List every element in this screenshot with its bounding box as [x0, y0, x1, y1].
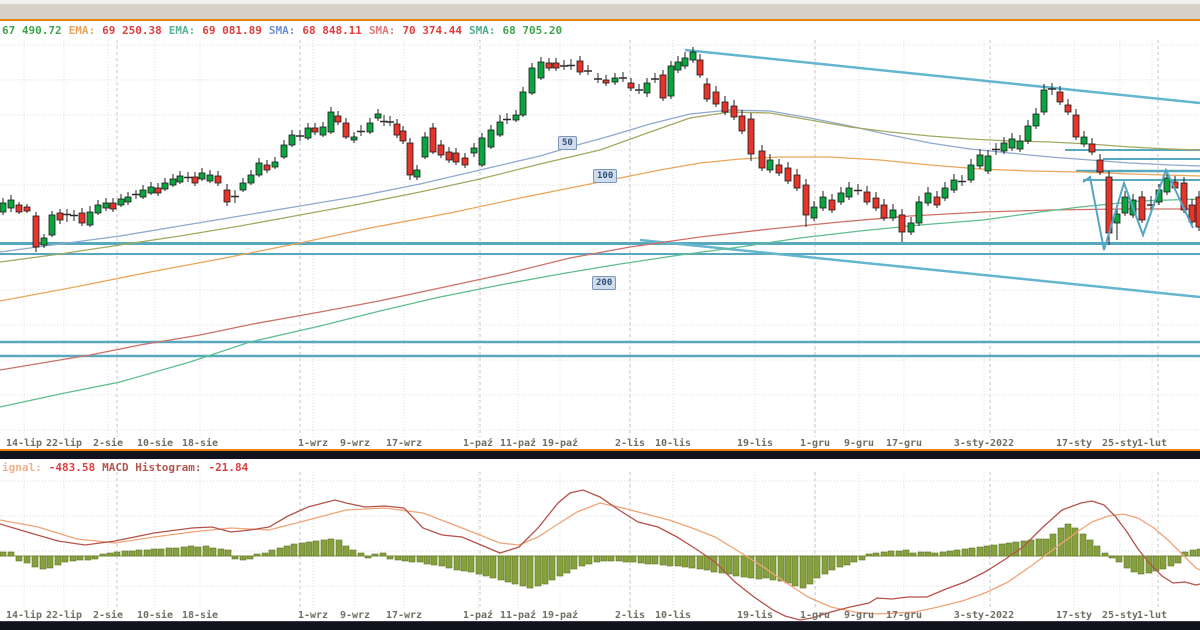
- x-axis-tick-label: 18-sie: [181, 438, 219, 449]
- value-segment: 68 705.20: [502, 24, 563, 37]
- x-axis-tick-label: 2-lis: [614, 438, 646, 449]
- x-axis-tick-label: 14-lip: [5, 610, 43, 621]
- x-axis-tick-label: 1-paź: [462, 610, 494, 621]
- x-axis-tick-label: 19-lis: [736, 438, 774, 449]
- x-axis-tick-label: 10-lis: [654, 438, 692, 449]
- x-axis-tick-label: 10-sie: [136, 610, 174, 621]
- x-axis-tick-label: 9-gru: [843, 438, 875, 449]
- x-axis-tick-label: 9-wrz: [339, 610, 371, 621]
- x-axis-tick-label: 11-paź: [499, 610, 537, 621]
- value-segment: SMA:: [469, 24, 496, 37]
- x-axis-tick-label: 17-gru: [885, 438, 923, 449]
- value-segment: 69 250.38: [102, 24, 162, 37]
- value-segment: ignal:: [2, 461, 42, 474]
- value-segment: -21.84: [208, 461, 249, 474]
- x-axis-tick-label: 17-wrz: [385, 610, 423, 621]
- x-axis-tick-label: 17-sty: [1055, 610, 1093, 621]
- x-axis-tick-label: 3-sty-2022: [953, 610, 1015, 621]
- x-axis-tick-label: 1-wrz: [297, 438, 329, 449]
- value-segment: EMA:: [68, 24, 96, 37]
- value-segment: EMA:: [168, 24, 196, 37]
- x-axis-tick-label: 2-lis: [614, 610, 646, 621]
- main-chart-x-axis: 14-lip 22-lip 2-sie 10-sie 18-sie 1-wrz 9-wrz 1…: [0, 438, 1200, 450]
- x-axis-tick-label: 14-lip: [5, 438, 43, 449]
- value-segment: 70 374.44: [402, 24, 463, 37]
- x-axis-tick-label: 1-lut: [1136, 438, 1168, 449]
- x-axis-tick-label: 22-lip: [45, 610, 83, 621]
- x-axis-tick-label: 25-sty: [1101, 438, 1139, 449]
- ma-period-label-100: 100: [593, 169, 618, 183]
- x-axis-tick-label: 17-gru: [885, 610, 923, 621]
- x-axis-tick-label: 2-sie: [92, 438, 124, 449]
- indicator-values-row: 67 490.72 EMA: 69 250.38 EMA: 69 081.89 SMA: 6…: [2, 24, 569, 37]
- x-axis-tick-label: 19-paź: [541, 438, 579, 449]
- value-segment: MACD Histogram:: [102, 461, 202, 474]
- x-axis-tick-label: 1-wrz: [297, 610, 329, 621]
- macd-values-row: ignal: -483.58 MACD Histogram: -21.84: [2, 461, 255, 474]
- value-segment: -483.58: [48, 461, 96, 474]
- x-axis-tick-label: 11-paź: [499, 438, 537, 449]
- macd-panel-x-axis: 14-lip 22-lip 2-sie 10-sie 18-sie 1-wrz 9-wrz 1…: [0, 610, 1200, 622]
- x-axis-tick-label: 3-sty-2022: [953, 438, 1015, 449]
- window-toolbar[interactable]: [0, 0, 1200, 21]
- x-axis-tick-label: 25-sty: [1101, 610, 1139, 621]
- x-axis-tick-label: 10-lis: [654, 610, 692, 621]
- value-segment: 69 081.89: [202, 24, 262, 37]
- value-segment: SMA:: [268, 24, 296, 37]
- x-axis-tick-label: 9-wrz: [339, 438, 371, 449]
- x-axis-tick-label: 1-paź: [462, 438, 494, 449]
- x-axis-tick-label: 18-sie: [181, 610, 219, 621]
- x-axis-tick-label: 1-gru: [799, 438, 831, 449]
- ma-period-label-200: 200: [592, 276, 617, 290]
- value-segment: SMA:: [368, 24, 396, 37]
- x-axis-tick-label: 1-gru: [799, 610, 831, 621]
- ma-period-label-50: 50: [558, 136, 577, 150]
- x-axis-tick-label: 9-gru: [843, 610, 875, 621]
- x-axis-tick-label: 19-lis: [736, 610, 774, 621]
- x-axis-tick-label: 19-paź: [541, 610, 579, 621]
- x-axis-tick-label: 10-sie: [136, 438, 174, 449]
- x-axis-tick-label: 2-sie: [92, 610, 124, 621]
- value-segment: 68 848.11: [302, 24, 362, 37]
- panel-separator-bar: [0, 449, 1200, 459]
- x-axis-tick-label: 1-lut: [1136, 610, 1168, 621]
- value-segment: 67 490.72: [2, 24, 62, 37]
- x-axis-tick-label: 22-lip: [45, 438, 83, 449]
- bottom-status-bar: [0, 621, 1200, 630]
- x-axis-tick-label: 17-wrz: [385, 438, 423, 449]
- x-axis-tick-label: 17-sty: [1055, 438, 1093, 449]
